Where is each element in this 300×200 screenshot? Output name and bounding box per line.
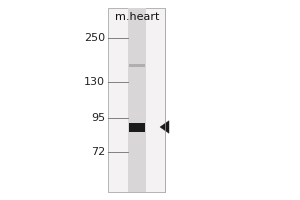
Bar xyxy=(129,123,145,132)
Bar xyxy=(128,8,146,192)
Polygon shape xyxy=(160,121,169,133)
Text: 95: 95 xyxy=(91,113,105,123)
Text: 72: 72 xyxy=(91,147,105,157)
Text: 130: 130 xyxy=(84,77,105,87)
Text: m.heart: m.heart xyxy=(115,12,159,22)
Text: 250: 250 xyxy=(84,33,105,43)
Bar xyxy=(108,8,165,192)
Bar xyxy=(129,64,145,67)
